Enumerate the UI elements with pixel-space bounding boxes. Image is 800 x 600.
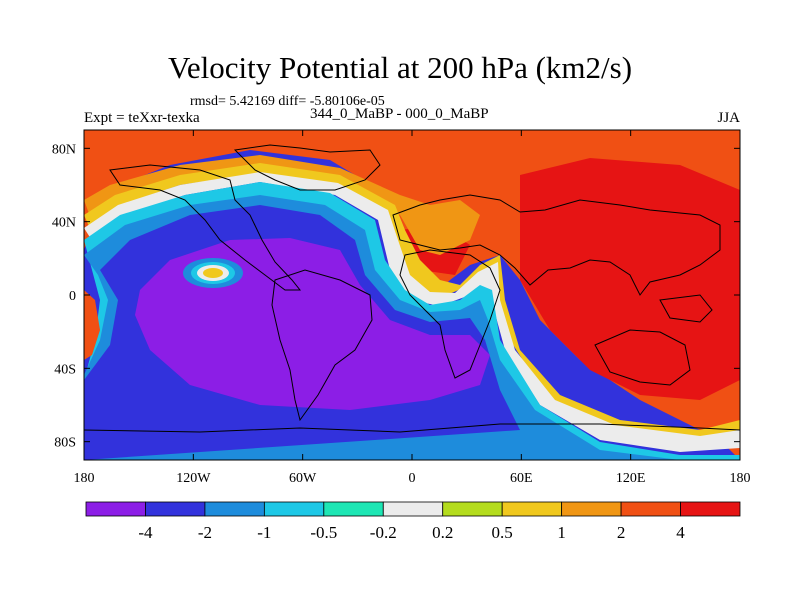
colorbar-swatch <box>442 501 503 517</box>
x-tick-label: 120W <box>176 471 211 486</box>
colorbar-swatch <box>561 501 622 517</box>
colorbar-level-label: -4 <box>138 523 153 542</box>
y-tick-label: 0 <box>69 289 76 304</box>
contour-west-edge <box>84 290 100 360</box>
local-maximum-marker <box>427 260 433 266</box>
x-tick-label: 120E <box>616 471 646 486</box>
colorbar-level-label: -0.2 <box>370 523 397 542</box>
colorbar-swatch <box>620 501 681 517</box>
colorbar-level-label: -1 <box>257 523 271 542</box>
y-tick-label: 80S <box>54 436 76 451</box>
colorbar-level-label: 0.5 <box>492 523 513 542</box>
colorbar-level-label: -0.5 <box>310 523 337 542</box>
colorbar-level-label: 4 <box>676 523 685 542</box>
coastlines <box>84 144 740 433</box>
x-tick-label: 180 <box>74 471 95 486</box>
colorbar: -4 -2 -1 -0.5 -0.2 0.2 0.5 1 2 4 <box>85 501 741 542</box>
y-tick-label: 40N <box>52 216 76 231</box>
colorbar-level-label: 2 <box>617 523 626 542</box>
x-tick-label: 60W <box>289 471 317 486</box>
contour-field <box>84 130 740 460</box>
colorbar-level-label: 0.2 <box>432 523 453 542</box>
colorbar-swatch <box>263 501 325 517</box>
contour-band-yellow <box>84 163 740 445</box>
chart-title: Velocity Potential at 200 hPa (km2/s) <box>167 50 633 85</box>
difference-label: 344_0_MaBP - 000_0_MaBP <box>310 106 489 122</box>
season-label: JJA <box>717 110 740 126</box>
colorbar-swatch <box>680 501 741 517</box>
anomaly-core <box>203 268 223 278</box>
stats-label: rmsd= 5.42169 diff= -5.80106e-05 <box>190 94 385 109</box>
x-axis: 180 120W 60W 0 60E 120E 180 <box>74 130 751 486</box>
experiment-label: Expt = teXxr-texka <box>84 110 200 126</box>
x-tick-label: 180 <box>730 471 751 486</box>
contour-max-region <box>520 158 740 400</box>
y-tick-label: 80N <box>52 142 76 157</box>
colorbar-swatch <box>85 501 146 517</box>
colorbar-swatch <box>145 501 206 517</box>
x-tick-label: 0 <box>409 471 416 486</box>
colorbar-swatch <box>501 501 563 517</box>
y-axis: 80N 40N 0 40S 80S <box>52 142 740 451</box>
x-tick-label: 60E <box>510 471 533 486</box>
colorbar-level-label: 1 <box>557 523 566 542</box>
contour-band-orange <box>84 155 480 255</box>
contour-band-white <box>84 172 740 452</box>
colorbar-level-label: -2 <box>198 523 212 542</box>
colorbar-swatch <box>382 501 444 517</box>
colorbar-swatch <box>204 501 265 517</box>
colorbar-swatch <box>323 501 384 517</box>
y-tick-label: 40S <box>54 362 76 377</box>
